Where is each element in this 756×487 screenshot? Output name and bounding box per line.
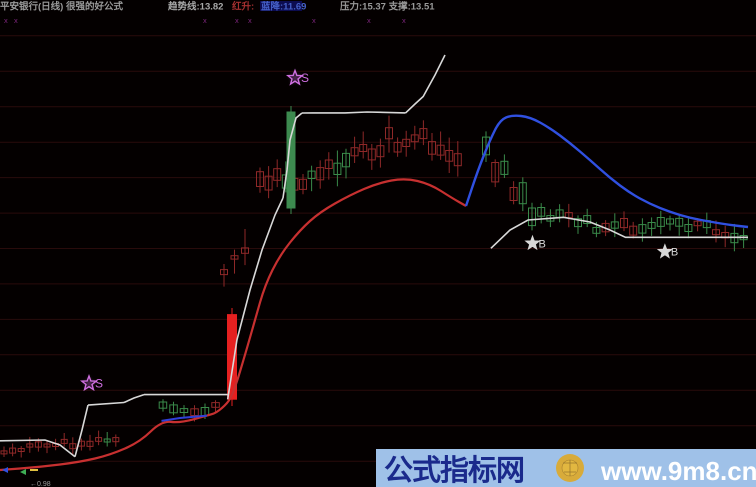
- svg-text:x: x: [312, 16, 316, 25]
- svg-text:B: B: [671, 247, 678, 259]
- svg-text:S: S: [95, 377, 103, 391]
- svg-text:B: B: [539, 238, 546, 250]
- svg-text:x: x: [203, 16, 207, 25]
- svg-text:x: x: [248, 16, 252, 25]
- svg-text:x: x: [14, 16, 18, 25]
- svg-text:趋势线:13.82: 趋势线:13.82: [167, 1, 223, 13]
- svg-text:红升:: 红升:: [232, 1, 254, 13]
- svg-text:蓝降:11.69: 蓝降:11.69: [261, 1, 306, 13]
- svg-text:x: x: [235, 16, 239, 25]
- svg-text:S: S: [301, 71, 309, 85]
- svg-text:压力:15.37 支撑:13.51: 压力:15.37 支撑:13.51: [340, 1, 435, 13]
- svg-text:←0.98: ←0.98: [30, 481, 51, 487]
- svg-text:x: x: [367, 16, 371, 25]
- svg-text:公式指标网: 公式指标网: [384, 454, 524, 487]
- svg-text:x: x: [402, 16, 406, 25]
- svg-text:平安银行(日线) 很强的好公式: 平安银行(日线) 很强的好公式: [0, 1, 123, 13]
- svg-text:x: x: [4, 16, 8, 25]
- svg-text:www.9m8.cn: www.9m8.cn: [600, 456, 756, 486]
